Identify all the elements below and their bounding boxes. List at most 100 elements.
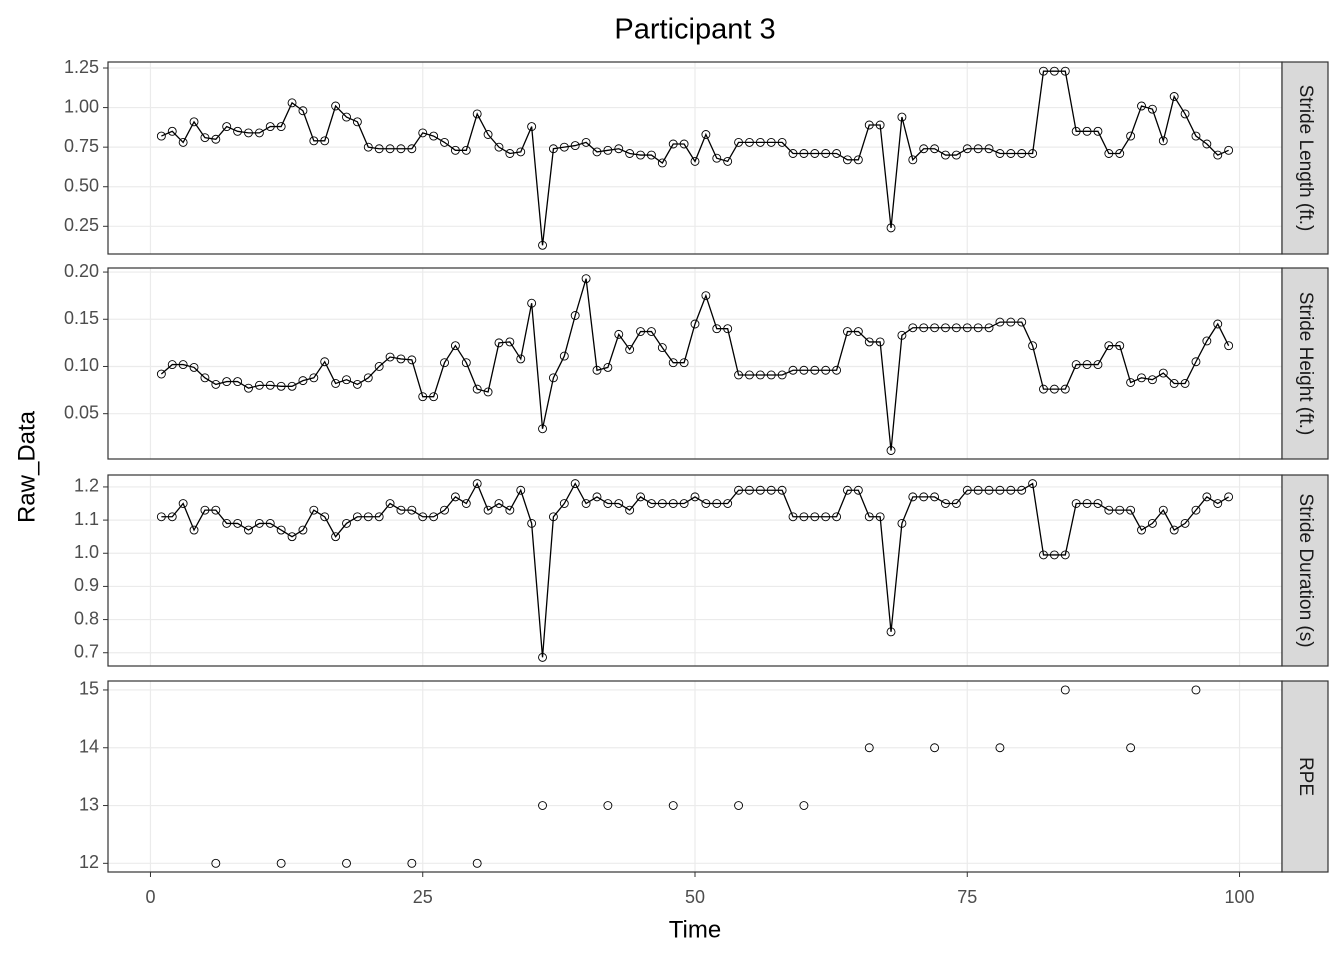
point xyxy=(331,379,341,388)
y-tick-label: 0.20 xyxy=(64,261,99,281)
point xyxy=(581,499,591,508)
point xyxy=(755,485,765,495)
point xyxy=(941,150,950,160)
point xyxy=(636,492,645,502)
point xyxy=(1060,685,1070,695)
point xyxy=(614,329,624,339)
point xyxy=(559,142,569,152)
point xyxy=(1093,499,1103,508)
point xyxy=(363,142,373,152)
point xyxy=(1169,379,1179,388)
point xyxy=(734,801,744,810)
point xyxy=(385,499,395,508)
point xyxy=(777,485,787,495)
point xyxy=(1147,104,1157,114)
point xyxy=(886,223,896,233)
point xyxy=(548,144,558,154)
point xyxy=(472,109,482,119)
point xyxy=(200,505,210,515)
point xyxy=(962,485,972,495)
point xyxy=(734,370,744,380)
point xyxy=(200,133,210,143)
point xyxy=(527,122,537,132)
point xyxy=(679,139,689,149)
point xyxy=(668,499,678,508)
point xyxy=(853,485,863,495)
point xyxy=(450,492,460,502)
point xyxy=(1126,131,1136,141)
point xyxy=(734,137,744,147)
point xyxy=(320,512,330,522)
point xyxy=(843,485,852,495)
point xyxy=(211,858,221,868)
point xyxy=(505,149,515,158)
point xyxy=(1191,685,1201,695)
point xyxy=(254,380,264,390)
point xyxy=(1202,492,1212,502)
point xyxy=(472,384,482,394)
point xyxy=(984,323,994,333)
y-tick-label: 1.25 xyxy=(64,57,99,77)
point xyxy=(1093,360,1103,370)
point xyxy=(385,352,395,362)
point xyxy=(1060,550,1070,560)
point xyxy=(875,512,885,522)
strip-label: RPE xyxy=(1295,757,1316,796)
point xyxy=(625,345,635,354)
point xyxy=(483,130,493,139)
point xyxy=(222,518,232,528)
x-tick-label: 75 xyxy=(957,887,977,907)
point xyxy=(418,392,428,402)
point xyxy=(973,485,983,495)
y-tick-label: 0.7 xyxy=(74,641,99,661)
point xyxy=(853,155,863,165)
point xyxy=(1039,550,1048,560)
point xyxy=(930,492,940,502)
point xyxy=(821,149,831,158)
point xyxy=(461,145,471,155)
point xyxy=(167,360,177,370)
point xyxy=(712,153,722,163)
point xyxy=(908,492,918,502)
point xyxy=(1039,66,1048,76)
point xyxy=(1017,317,1027,327)
point xyxy=(1126,505,1136,515)
point xyxy=(494,142,504,152)
point xyxy=(254,128,264,138)
point xyxy=(701,291,711,301)
point xyxy=(418,512,428,522)
point xyxy=(1213,150,1223,160)
strip-label: Stride Length (ft.) xyxy=(1295,85,1316,232)
point xyxy=(1158,136,1168,146)
point xyxy=(875,120,885,130)
point xyxy=(342,858,351,868)
point xyxy=(440,358,449,368)
point xyxy=(211,134,221,144)
point xyxy=(570,141,580,151)
y-tick-label: 0.8 xyxy=(74,608,99,628)
point xyxy=(265,122,275,132)
point xyxy=(657,158,667,168)
point xyxy=(962,323,972,333)
point xyxy=(984,485,994,495)
point xyxy=(287,98,297,108)
point xyxy=(1082,126,1092,136)
point xyxy=(320,357,330,367)
y-tick-label: 14 xyxy=(79,736,99,756)
point xyxy=(581,137,591,147)
point xyxy=(864,743,874,753)
point xyxy=(1224,145,1234,155)
point xyxy=(516,485,526,495)
y-tick-label: 0.75 xyxy=(64,136,99,156)
point xyxy=(897,112,907,122)
point xyxy=(450,145,460,155)
point xyxy=(1104,505,1114,515)
point xyxy=(614,144,624,154)
chart-title: Participant 3 xyxy=(614,14,775,46)
point xyxy=(1169,92,1179,101)
point xyxy=(1224,341,1234,351)
point xyxy=(189,525,199,535)
point xyxy=(875,337,885,347)
point xyxy=(941,323,950,333)
point xyxy=(396,505,406,515)
